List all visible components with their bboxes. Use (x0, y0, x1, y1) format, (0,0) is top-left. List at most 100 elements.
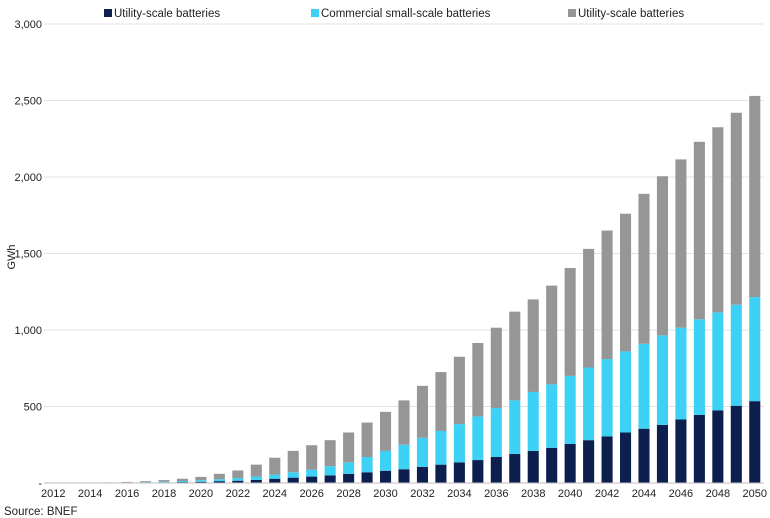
bar-segment (490, 327, 502, 409)
bars (84, 95, 761, 484)
bar-segment (730, 405, 742, 483)
bar-segment (712, 127, 724, 313)
bar-segment (693, 414, 705, 483)
bar-segment (620, 432, 632, 483)
bar-segment (250, 476, 262, 480)
y-tick-label: 500 (24, 402, 42, 414)
bar-segment (656, 424, 668, 483)
bar-segment (213, 479, 225, 482)
bar-segment (583, 440, 595, 483)
x-tick-label: 2048 (706, 488, 730, 500)
x-axis: 2012 2014 2016 2018 2020 2022 2024 2026 2028 2030… (41, 482, 767, 500)
bar-segment (398, 444, 410, 470)
bar-segment (749, 297, 761, 402)
bar-segment (675, 419, 687, 483)
bar-segment (269, 474, 281, 479)
bar-segment (693, 319, 705, 415)
bar-segment (250, 479, 262, 483)
bar-segment (435, 372, 447, 431)
x-tick-label: 2014 (78, 488, 102, 500)
x-tick-label: 2040 (558, 488, 582, 500)
bar-segment (730, 304, 742, 406)
source-note: Source: BNEF (4, 506, 78, 518)
bar-segment (343, 473, 355, 483)
bar-segment (453, 356, 465, 425)
bar-segment (509, 311, 521, 401)
bar-segment (749, 95, 761, 298)
legend-swatch (311, 9, 319, 17)
bar-segment (546, 384, 558, 448)
x-tick-label: 2042 (595, 488, 619, 500)
bar-segment (380, 411, 392, 451)
bar-segment (343, 462, 355, 474)
legend-item: Utility-scale batteries (104, 8, 220, 20)
bar-segment (213, 481, 225, 483)
y-tick-label: - (38, 478, 42, 490)
bar-segment (712, 410, 724, 483)
bar-segment (140, 482, 152, 483)
bar-segment (527, 450, 539, 483)
bar-segment (601, 230, 613, 360)
bar-segment (398, 400, 410, 445)
bar-segment (269, 478, 281, 483)
bar-segment (232, 470, 244, 479)
bar-segment (380, 470, 392, 483)
y-tick-label: 1,000 (14, 325, 42, 337)
bar-segment (195, 481, 207, 483)
bar-segment (306, 445, 318, 470)
bar-segment (546, 447, 558, 483)
x-tick-label: 2012 (41, 488, 65, 500)
legend: Utility-scale batteries Commercial small-… (104, 8, 684, 20)
bar-segment (140, 481, 152, 483)
bar-segment (287, 450, 299, 473)
bar-segment (509, 400, 521, 454)
x-tick-label: 2022 (226, 488, 250, 500)
bar-segment (564, 443, 576, 483)
bar-segment (176, 481, 188, 483)
bar-segment (527, 391, 539, 451)
bar-segment (324, 475, 336, 483)
bar-segment (416, 437, 428, 467)
bar-segment (287, 472, 299, 478)
bar-segment (583, 248, 595, 368)
y-axis: - 500 1,000 1,500 2,000 2,500 3,000 (14, 19, 42, 490)
x-tick-label: 2030 (373, 488, 397, 500)
bar-segment (435, 464, 447, 483)
bar-segment (343, 432, 355, 463)
bar-segment (583, 367, 595, 441)
x-tick-label: 2018 (152, 488, 176, 500)
bar-segment (564, 268, 576, 376)
legend-label: Utility-scale batteries (114, 8, 220, 20)
bar-segment (453, 424, 465, 463)
y-axis-label: GWh (6, 244, 18, 269)
bar-segment (416, 466, 428, 483)
bar-segment (620, 213, 632, 352)
bar-segment (638, 193, 650, 344)
legend-label: Commercial small-scale batteries (321, 8, 491, 20)
bar-segment (675, 327, 687, 420)
x-tick-label: 2032 (410, 488, 434, 500)
bar-segment (712, 312, 724, 411)
x-tick-label: 2050 (743, 488, 767, 500)
bar-segment (546, 285, 558, 385)
bar-segment (490, 456, 502, 483)
x-tick-label: 2046 (669, 488, 693, 500)
bar-segment (195, 476, 207, 481)
bar-segment (232, 480, 244, 483)
y-tick-label: 2,000 (14, 172, 42, 184)
bar-segment (306, 469, 318, 477)
bar-segment (416, 385, 428, 438)
bar-segment (195, 480, 207, 482)
bar-segment (527, 299, 539, 392)
x-tick-label: 2044 (632, 488, 656, 500)
bar-segment (453, 462, 465, 483)
legend-item: Commercial small-scale batteries (311, 8, 491, 20)
bar-segment (564, 375, 576, 444)
y-tick-label: 1,500 (14, 249, 42, 261)
bar-segment (509, 453, 521, 483)
bar-segment (638, 428, 650, 483)
x-tick-label: 2038 (521, 488, 545, 500)
legend-label: Utility-scale batteries (578, 8, 684, 20)
bar-segment (638, 343, 650, 429)
x-tick-label: 2034 (447, 488, 471, 500)
